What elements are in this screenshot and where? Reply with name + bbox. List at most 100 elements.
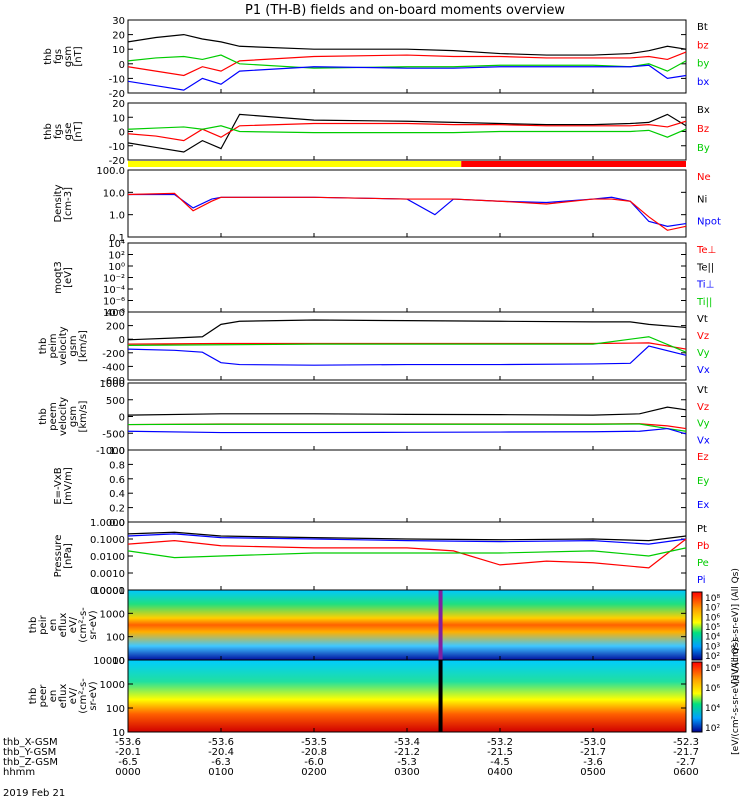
y-tick-label: 30	[112, 16, 125, 27]
y-tick-label: 0.0010	[90, 569, 125, 580]
series-Vt	[127, 406, 687, 416]
x-axis-labels: thb_X-GSM -53.6 -53.6 -53.5 -53.4 -53.2 -53.0-…	[3, 737, 699, 778]
colorbar-2	[691, 661, 703, 733]
colorbar-tick-label: 10²	[705, 652, 720, 662]
y-tick-label: -20	[109, 89, 125, 100]
spectrogram-1	[128, 590, 686, 660]
y-tick-label: 1000	[100, 680, 125, 691]
panel-7: 1.0 0.8 0.6 0.4 0.2 0.0 E=-VxB[mV/m] Ez Ey Ex	[53, 446, 709, 529]
y-axis-label-line: E=-VxB	[53, 467, 64, 504]
y-axis-label-line: [mV/m]	[63, 467, 74, 505]
x-axis-value: -53.2	[487, 737, 513, 748]
y-tick-label: 100.0	[96, 166, 125, 177]
y-axis-label: E=-VxB[mV/m]	[53, 467, 74, 505]
y-tick-label: 1000	[100, 379, 125, 390]
y-axis-label: thbpeimvelocitygsm[km/s]	[38, 326, 89, 365]
y-tick-label: 10⁰	[108, 262, 125, 273]
y-axis-label-line: en	[48, 690, 59, 703]
y-tick-label: 10	[112, 113, 125, 124]
legend-Ti⊥: Ti⊥	[696, 280, 714, 291]
series-Bz	[127, 120, 687, 142]
legend-Ne: Ne	[697, 172, 711, 183]
y-axis-label-line: sr-eV)	[88, 681, 99, 710]
y-tick-label: -200	[102, 349, 125, 360]
colorbar-1	[691, 591, 703, 661]
panel-6: 1000 500 0 -500 -1000 thbpeemvelocitygsm[km/s…	[38, 379, 710, 457]
colorbar-tick-label: 10⁶	[705, 684, 720, 694]
series-Pt	[127, 531, 687, 542]
x-axis-value: -20.8	[301, 747, 327, 758]
y-tick-label: 0.0001	[90, 586, 125, 597]
spectrogram-2	[128, 660, 686, 732]
legend-bx: bx	[697, 77, 709, 88]
legend-Bt: Bt	[697, 22, 708, 33]
panel-frame	[127, 449, 687, 523]
y-tick-label: 10⁻⁴	[103, 285, 125, 296]
legend-Ex: Ex	[697, 500, 709, 511]
y-tick-label: 0.2	[109, 504, 125, 515]
series-By	[127, 125, 687, 138]
y-axis-label-line: [nPa]	[63, 543, 74, 569]
y-axis-label-line: peim	[48, 333, 59, 358]
y-tick-label: 10⁻²	[103, 274, 125, 285]
colorbar-tick-label: 10⁸	[705, 594, 720, 604]
legend-Pt: Pt	[697, 524, 707, 535]
legend-Te||: Te||	[696, 262, 714, 273]
y-axis-label-line: gsm	[63, 46, 74, 67]
y-axis-label-line: velocity	[58, 397, 69, 436]
x-axis-value: -52.3	[673, 737, 699, 748]
series-bz	[127, 51, 687, 77]
y-tick-label: -10	[109, 74, 125, 85]
legend-Ti||: Ti||	[696, 297, 712, 308]
panel-2: 20 10 0 -10 -20 thbfgsgse[nT] Bx Bz By	[43, 99, 710, 167]
panel-9: 10000 1000 100 10 thbpeirenefluxeV/(cm²-s-sr…	[28, 586, 687, 667]
y-axis-label-line: [km/s]	[78, 330, 89, 362]
colorbar-tick-label: 10²	[705, 724, 720, 734]
y-axis-label-line: thb	[43, 48, 54, 65]
panel-1: 30 20 10 0 -10 -20 thbfgsgsm[nT] Bt bz by bx	[43, 16, 709, 100]
x-axis-value: 0600	[673, 767, 698, 778]
y-tick-label: 1000	[100, 609, 125, 620]
y-axis-label-line: peir	[38, 614, 49, 634]
y-tick-label: 0	[119, 128, 125, 139]
colorbar-tick-label: 10⁵	[705, 623, 720, 633]
y-axis-label-line: [eV]	[63, 267, 74, 288]
series-Pb	[127, 538, 687, 569]
colorbar-tick-label: 10⁸	[705, 664, 720, 674]
y-axis-label-line: eV/	[68, 616, 79, 633]
series-bx	[127, 64, 687, 91]
legend-Vx: Vx	[697, 365, 710, 376]
y-tick-label: 0.1	[109, 233, 125, 244]
y-tick-label: -600	[102, 376, 125, 387]
y-axis-label-line: [nT]	[73, 46, 84, 66]
y-tick-label: 100	[106, 704, 125, 715]
legend-Pe: Pe	[697, 558, 709, 569]
x-axis-value: -21.5	[487, 747, 513, 758]
x-axis-value: -21.7	[673, 747, 699, 758]
y-axis-label-line: fgs	[53, 124, 64, 139]
legend-Te⊥: Te⊥	[696, 245, 716, 256]
mode-bar-segment	[128, 161, 462, 167]
y-axis-label-line: eV/	[68, 687, 79, 704]
legend-Ey: Ey	[697, 476, 709, 487]
colorbar-tick-label: 10³	[705, 642, 720, 652]
x-axis-row-label: thb_Z-GSM	[3, 757, 58, 768]
series-by	[127, 54, 687, 72]
legend-Vz: Vz	[697, 331, 709, 342]
y-axis-label: thbfgsgse[nT]	[43, 121, 84, 141]
x-axis-value: -53.6	[115, 737, 141, 748]
series-Vx	[127, 427, 687, 435]
x-axis-value: -53.6	[208, 737, 234, 748]
x-axis-row-label: thb_Y-GSM	[3, 747, 56, 758]
y-axis-label-line: [cm-3]	[63, 187, 74, 220]
legend-Vz: Vz	[697, 402, 709, 413]
legend-Bz: Bz	[697, 124, 709, 135]
series-Vy	[127, 336, 687, 353]
y-tick-label: 0.8	[109, 460, 125, 471]
legend-Ez: Ez	[697, 452, 709, 463]
colorbar-tick-label: 10⁶	[705, 613, 720, 623]
date-label: 2019 Feb 21	[3, 788, 65, 799]
x-axis-value: -2.7	[676, 757, 696, 768]
colorbar-tick-label: 10⁴	[705, 704, 720, 714]
